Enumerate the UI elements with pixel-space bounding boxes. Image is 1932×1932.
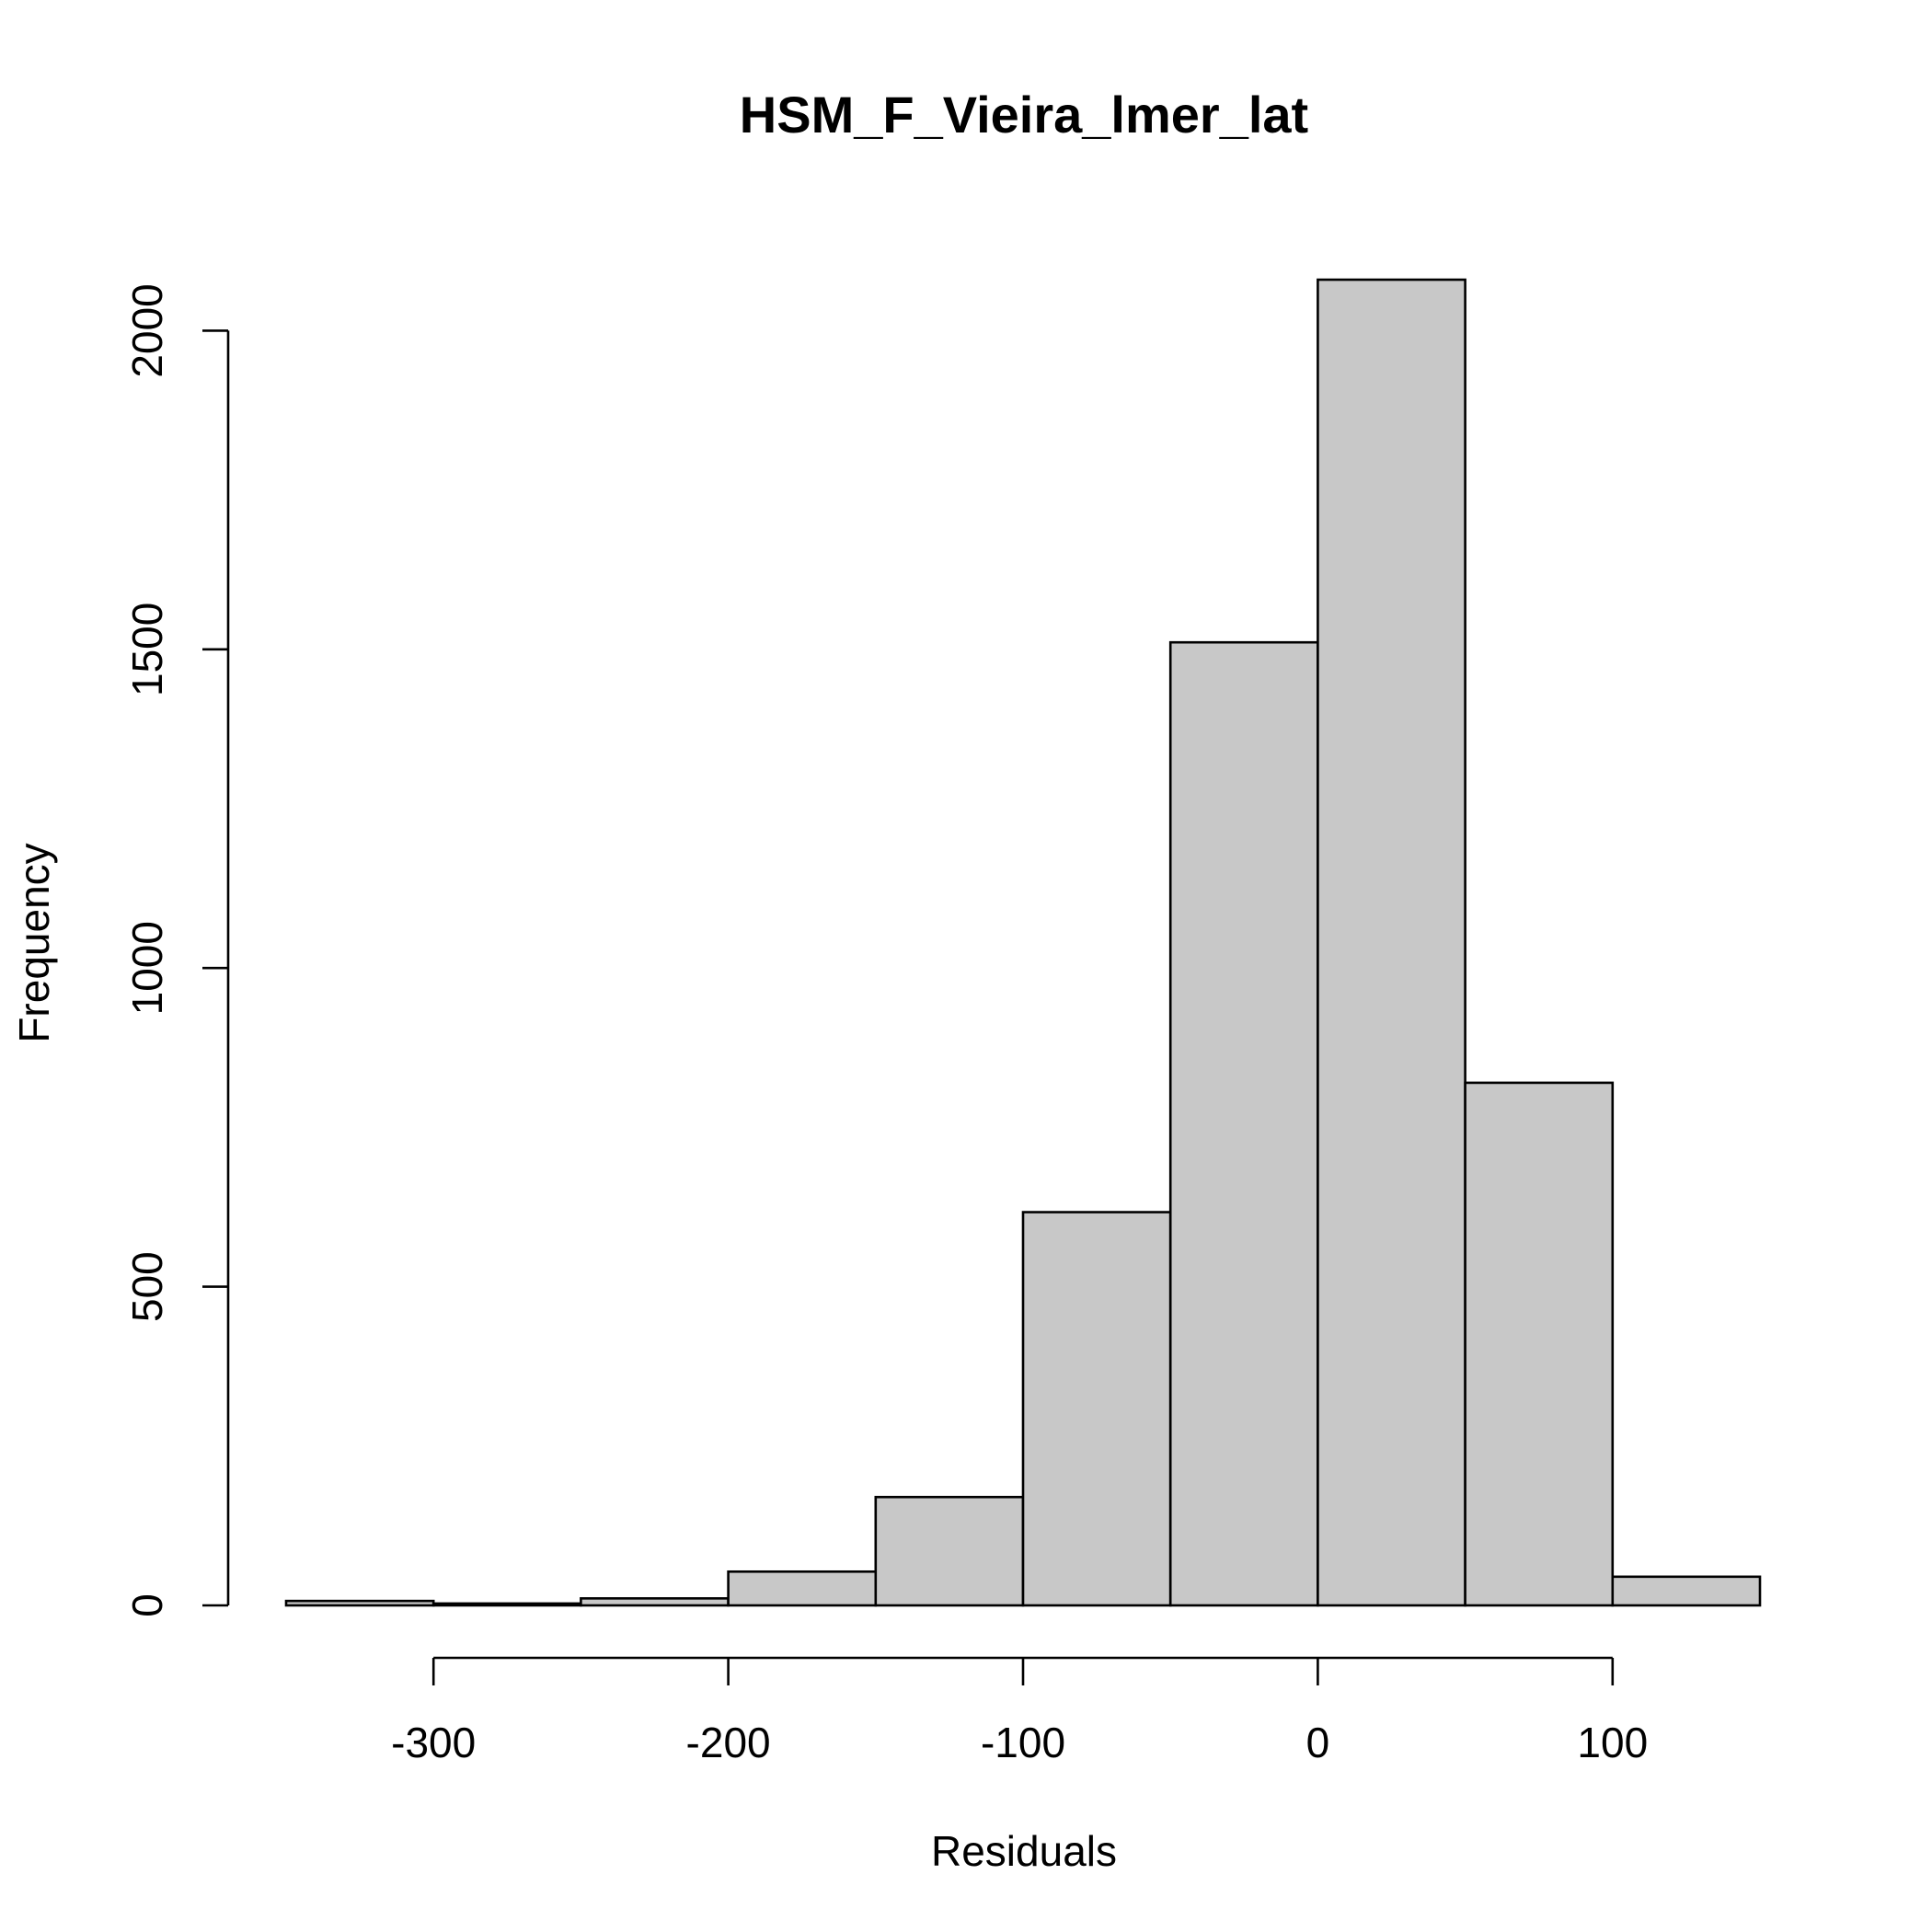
y-axis: 0 500 1000 1500 2000 (123, 283, 230, 1617)
histogram-bar-3 (727, 1570, 878, 1607)
histogram-bar-6 (1168, 640, 1319, 1607)
y-tick-label: 1000 (123, 921, 171, 1015)
histogram-bar-7 (1317, 278, 1466, 1607)
histogram-bars (284, 278, 1762, 1607)
x-tick-label: -100 (981, 1719, 1065, 1766)
histogram-bar-8 (1464, 1081, 1615, 1607)
x-tick-label: 100 (1577, 1719, 1648, 1766)
histogram-bar-9 (1611, 1575, 1762, 1607)
chart-title: HSM_F_Vieira_lmer_lat (740, 86, 1308, 144)
x-axis: -300 -200 -100 0 100 (391, 1656, 1648, 1766)
x-axis-label: Residuals (931, 1827, 1117, 1875)
y-tick-label: 0 (123, 1593, 171, 1617)
histogram-bar-5 (1021, 1211, 1172, 1607)
histogram-bar-2 (580, 1597, 730, 1607)
y-axis-label: Frequency (10, 843, 58, 1042)
y-tick-label: 500 (123, 1251, 171, 1322)
y-tick-label: 1500 (123, 603, 171, 696)
x-tick-label: -200 (686, 1719, 771, 1766)
x-tick-label: 0 (1306, 1719, 1330, 1766)
x-tick-label: -300 (391, 1719, 476, 1766)
histogram-bar-4 (874, 1495, 1025, 1607)
histogram-bar-0 (284, 1599, 435, 1607)
histogram-bar-1 (431, 1602, 582, 1607)
y-tick-label: 2000 (123, 283, 171, 377)
